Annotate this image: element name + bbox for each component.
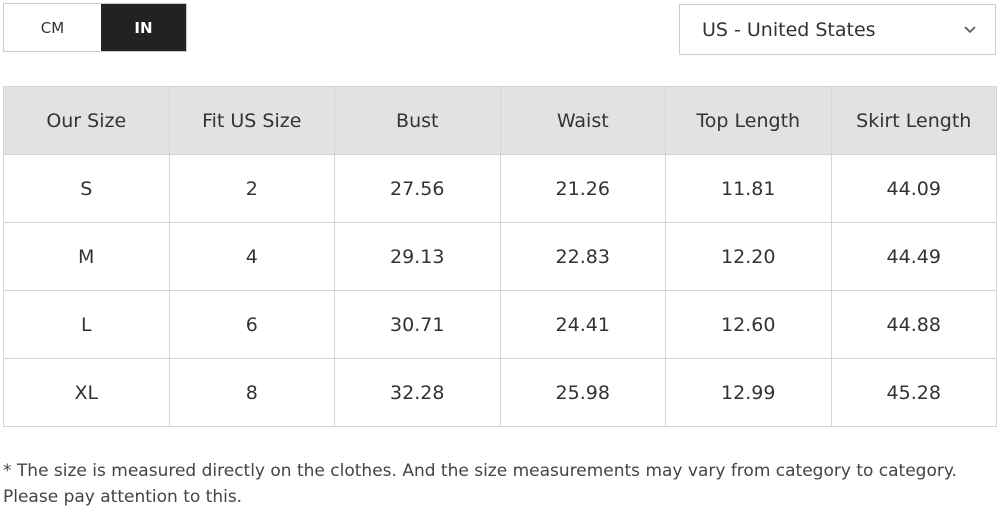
table-row: XL 8 32.28 25.98 12.99 45.28	[3, 358, 997, 427]
footnote: * The size is measured directly on the c…	[3, 461, 957, 507]
table-cell: 32.28	[334, 358, 501, 427]
table-cell: 4	[168, 222, 335, 291]
header-row: Our Size Fit US Size Bust Waist Top Length Sk…	[3, 86, 997, 155]
table-cell: S	[3, 154, 170, 223]
table-cell: M	[3, 222, 170, 291]
unit-toggle: CM IN	[3, 3, 187, 52]
table-cell: 27.56	[334, 154, 501, 223]
table-row: S 2 27.56 21.26 11.81 44.09	[3, 154, 997, 223]
header-cell: Our Size	[3, 86, 170, 155]
header-cell: Top Length	[665, 86, 832, 155]
table-cell: 11.81	[665, 154, 832, 223]
header-cell: Fit US Size	[168, 86, 335, 155]
table-cell: 30.71	[334, 290, 501, 359]
unit-option[interactable]: CM	[4, 4, 101, 51]
table-cell: XL	[3, 358, 170, 427]
table-cell: 25.98	[499, 358, 666, 427]
table-cell: 12.20	[665, 222, 832, 291]
table-cell: 44.09	[830, 154, 997, 223]
table-cell: 2	[168, 154, 335, 223]
table-cell: 6	[168, 290, 335, 359]
table-cell: 8	[168, 358, 335, 427]
table-row: M 4 29.13 22.83 12.20 44.49	[3, 222, 997, 291]
table-cell: L	[3, 290, 170, 359]
select-value: US - United States	[702, 18, 876, 41]
table-cell: 24.41	[499, 290, 666, 359]
table-cell: 12.99	[665, 358, 832, 427]
size-table: Our Size Fit US Size Bust Waist Top Length Sk…	[3, 86, 997, 427]
header-cell: Skirt Length	[830, 86, 997, 155]
header-cell: Bust	[334, 86, 501, 155]
table-cell: 29.13	[334, 222, 501, 291]
table-cell: 45.28	[830, 358, 997, 427]
table-row: L 6 30.71 24.41 12.60 44.88	[3, 290, 997, 359]
table-cell: 44.88	[830, 290, 997, 359]
unit-option[interactable]: IN	[101, 4, 186, 51]
header-cell: Waist	[499, 86, 666, 155]
table-cell: 22.83	[499, 222, 666, 291]
table-cell: 44.49	[830, 222, 997, 291]
country-select[interactable]: US - United States	[679, 4, 996, 55]
table-cell: 21.26	[499, 154, 666, 223]
table-cell: 12.60	[665, 290, 832, 359]
chevron-icon	[964, 26, 976, 34]
